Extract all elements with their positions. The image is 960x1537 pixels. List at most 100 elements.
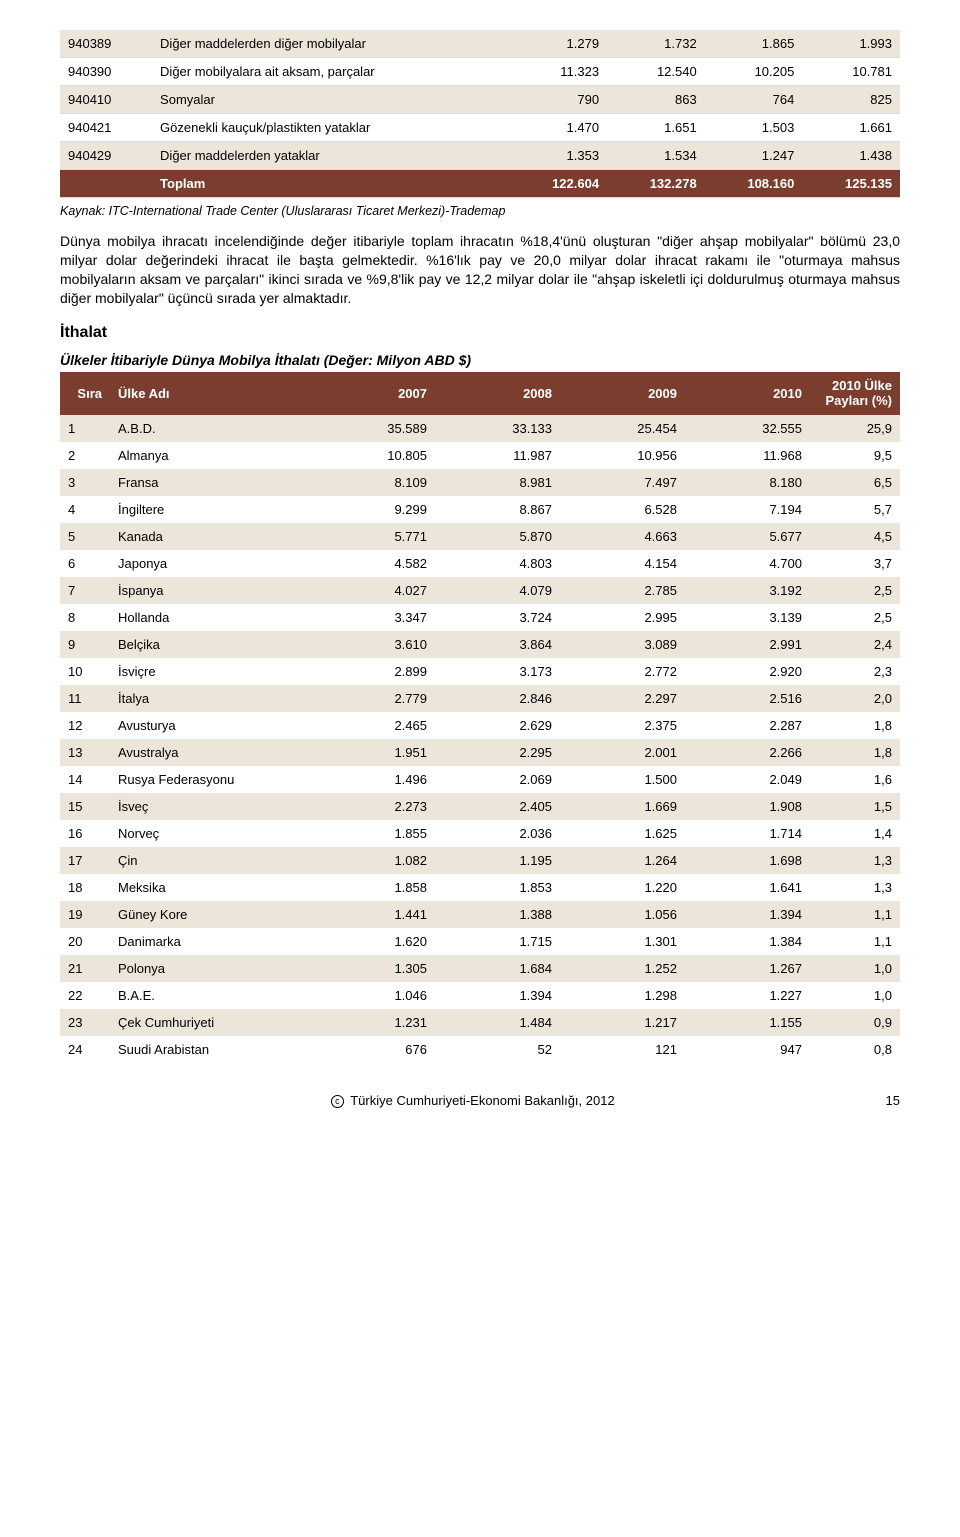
cell-rank: 18 bbox=[60, 874, 110, 901]
cell-val: 1.353 bbox=[509, 142, 607, 170]
cell-empty bbox=[60, 170, 152, 198]
cell-rank: 23 bbox=[60, 1009, 110, 1036]
cell-val: 1.620 bbox=[310, 928, 435, 955]
cell-rank: 21 bbox=[60, 955, 110, 982]
table-row: 940429Diğer maddelerden yataklar1.3531.5… bbox=[60, 142, 900, 170]
cell-rank: 3 bbox=[60, 469, 110, 496]
cell-desc: Diğer maddelerden yataklar bbox=[152, 142, 509, 170]
cell-val: 4.079 bbox=[435, 577, 560, 604]
cell-rank: 4 bbox=[60, 496, 110, 523]
cell-val: 32.555 bbox=[685, 415, 810, 442]
cell-val: 10.781 bbox=[802, 58, 900, 86]
cell-rank: 24 bbox=[60, 1036, 110, 1063]
cell-share: 1,4 bbox=[810, 820, 900, 847]
cell-val: 1.247 bbox=[705, 142, 803, 170]
cell-val: 10.805 bbox=[310, 442, 435, 469]
cell-share: 2,4 bbox=[810, 631, 900, 658]
cell-country: Belçika bbox=[110, 631, 310, 658]
cell-rank: 14 bbox=[60, 766, 110, 793]
cell-val: 25.454 bbox=[560, 415, 685, 442]
cell-share: 0,8 bbox=[810, 1036, 900, 1063]
cell-rank: 12 bbox=[60, 712, 110, 739]
cell-val: 1.082 bbox=[310, 847, 435, 874]
table-row: 10İsviçre2.8993.1732.7722.9202,3 bbox=[60, 658, 900, 685]
cell-val: 1.496 bbox=[310, 766, 435, 793]
cell-val: 2.001 bbox=[560, 739, 685, 766]
cell-val: 125.135 bbox=[802, 170, 900, 198]
cell-country: Hollanda bbox=[110, 604, 310, 631]
cell-rank: 15 bbox=[60, 793, 110, 820]
cell-val: 1.651 bbox=[607, 114, 705, 142]
import-table: SıraÜlke Adı20072008200920102010 Ülke Pa… bbox=[60, 372, 900, 1063]
cell-country: İsviçre bbox=[110, 658, 310, 685]
cell-country: Fransa bbox=[110, 469, 310, 496]
table-row: 4İngiltere9.2998.8676.5287.1945,7 bbox=[60, 496, 900, 523]
cell-val: 4.803 bbox=[435, 550, 560, 577]
cell-val: 4.154 bbox=[560, 550, 685, 577]
cell-val: 1.227 bbox=[685, 982, 810, 1009]
cell-val: 9.299 bbox=[310, 496, 435, 523]
table-row: 940390Diğer mobilyalara ait aksam, parça… bbox=[60, 58, 900, 86]
table-row: 22B.A.E.1.0461.3941.2981.2271,0 bbox=[60, 982, 900, 1009]
cell-val: 1.853 bbox=[435, 874, 560, 901]
cell-val: 4.027 bbox=[310, 577, 435, 604]
table-row: 3Fransa8.1098.9817.4978.1806,5 bbox=[60, 469, 900, 496]
cell-val: 2.266 bbox=[685, 739, 810, 766]
column-header: 2008 bbox=[435, 372, 560, 415]
cell-share: 25,9 bbox=[810, 415, 900, 442]
cell-val: 2.297 bbox=[560, 685, 685, 712]
cell-val: 1.908 bbox=[685, 793, 810, 820]
cell-val: 2.287 bbox=[685, 712, 810, 739]
cell-val: 790 bbox=[509, 86, 607, 114]
cell-val: 1.046 bbox=[310, 982, 435, 1009]
cell-desc: Somyalar bbox=[152, 86, 509, 114]
cell-share: 2,3 bbox=[810, 658, 900, 685]
cell-val: 2.405 bbox=[435, 793, 560, 820]
table-row: 24Suudi Arabistan676521219470,8 bbox=[60, 1036, 900, 1063]
cell-val: 1.641 bbox=[685, 874, 810, 901]
cell-share: 6,5 bbox=[810, 469, 900, 496]
table-row: 11İtalya2.7792.8462.2972.5162,0 bbox=[60, 685, 900, 712]
cell-share: 1,8 bbox=[810, 739, 900, 766]
table-row-total: Toplam122.604132.278108.160125.135 bbox=[60, 170, 900, 198]
cell-val: 1.155 bbox=[685, 1009, 810, 1036]
cell-rank: 1 bbox=[60, 415, 110, 442]
cell-val: 825 bbox=[802, 86, 900, 114]
cell-country: Polonya bbox=[110, 955, 310, 982]
cell-code: 940389 bbox=[60, 30, 152, 58]
cell-val: 1.195 bbox=[435, 847, 560, 874]
cell-val: 1.500 bbox=[560, 766, 685, 793]
cell-country: Avusturya bbox=[110, 712, 310, 739]
cell-val: 1.267 bbox=[685, 955, 810, 982]
cell-share: 2,0 bbox=[810, 685, 900, 712]
cell-rank: 7 bbox=[60, 577, 110, 604]
cell-val: 1.865 bbox=[705, 30, 803, 58]
column-header: 2009 bbox=[560, 372, 685, 415]
cell-val: 1.394 bbox=[435, 982, 560, 1009]
cell-val: 11.987 bbox=[435, 442, 560, 469]
cell-rank: 19 bbox=[60, 901, 110, 928]
footer-copyright-text: Türkiye Cumhuriyeti-Ekonomi Bakanlığı, 2… bbox=[350, 1093, 614, 1108]
cell-val: 1.698 bbox=[685, 847, 810, 874]
table-row: 1A.B.D.35.58933.13325.45432.55525,9 bbox=[60, 415, 900, 442]
cell-val: 7.497 bbox=[560, 469, 685, 496]
cell-code: 940429 bbox=[60, 142, 152, 170]
cell-val: 1.441 bbox=[310, 901, 435, 928]
cell-share: 4,5 bbox=[810, 523, 900, 550]
source-note: Kaynak: ITC-International Trade Center (… bbox=[60, 204, 900, 218]
cell-val: 2.069 bbox=[435, 766, 560, 793]
cell-val: 2.899 bbox=[310, 658, 435, 685]
cell-val: 3.347 bbox=[310, 604, 435, 631]
cell-val: 121 bbox=[560, 1036, 685, 1063]
cell-val: 1.056 bbox=[560, 901, 685, 928]
cell-val: 2.779 bbox=[310, 685, 435, 712]
cell-rank: 20 bbox=[60, 928, 110, 955]
cell-val: 8.867 bbox=[435, 496, 560, 523]
cell-val: 2.846 bbox=[435, 685, 560, 712]
cell-val: 1.484 bbox=[435, 1009, 560, 1036]
cell-country: İngiltere bbox=[110, 496, 310, 523]
table-row: 13Avustralya1.9512.2952.0012.2661,8 bbox=[60, 739, 900, 766]
cell-val: 863 bbox=[607, 86, 705, 114]
cell-rank: 9 bbox=[60, 631, 110, 658]
section-title-ithalat: İthalat bbox=[60, 324, 900, 342]
